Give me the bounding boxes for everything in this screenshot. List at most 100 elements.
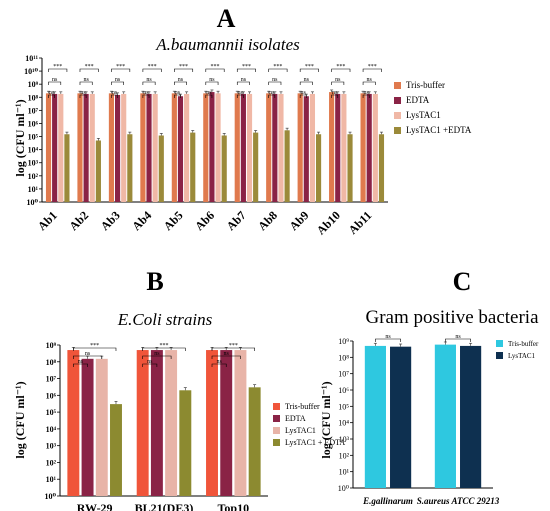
panel-a-bar: [158, 135, 164, 202]
panel-b-bar: [248, 387, 261, 496]
panel-a-sig-label: ns: [143, 90, 149, 96]
panel-a-bar: [171, 93, 177, 202]
panel-b-legend-swatch: [273, 403, 280, 410]
panel-a-bar: [83, 93, 89, 202]
panel-a-sig-bracket: [268, 81, 282, 85]
panel-a-bar: [278, 93, 284, 202]
panel-b-bar: [110, 404, 122, 496]
panel-a-bar: [152, 93, 158, 202]
panel-b-bar: [67, 350, 80, 496]
panel-a-bar: [184, 93, 190, 202]
panel-a-sig-label: ns: [83, 77, 89, 83]
panel-a-sig-label: ns: [209, 77, 215, 83]
panel-c-y-tick-label: 10⁹: [338, 337, 349, 346]
panel-a-y-tick-label: 10²: [28, 172, 39, 181]
panel-a-sig-label: ns: [272, 77, 278, 83]
panel-b-sig-label: ns: [85, 351, 91, 357]
panel-a-sig-bracket: [48, 68, 68, 72]
panel-a-category-label: Ab9: [286, 208, 311, 233]
panel-c-bar: [434, 344, 456, 488]
panel-b-bar: [136, 350, 149, 496]
panel-b-bar: [95, 358, 108, 496]
panel-a-bar: [309, 93, 316, 202]
panel-a-sig-label: ns: [301, 90, 307, 96]
panel-c-y-tick-label: 10²: [339, 451, 350, 460]
panel-a-sig-label: ***: [179, 64, 188, 70]
panel-b-y-tick-label: 10⁸: [46, 358, 57, 367]
panel-c-y-tick-label: 10⁷: [338, 370, 349, 379]
panel-a-category-label: Ab11: [346, 208, 375, 237]
panel-a-bar: [64, 134, 70, 202]
panel-a-sig-bracket: [299, 94, 307, 98]
panel-a-bar: [378, 134, 385, 202]
panel-a-sig-label: ***: [273, 64, 282, 70]
panel-a-sig-bracket: [236, 94, 244, 98]
panel-a-y-tick-label: 10⁵: [28, 133, 39, 142]
panel-b-bar: [150, 350, 163, 496]
panel-a-category-label: Ab4: [129, 208, 154, 233]
panel-a-sig-bracket: [205, 94, 213, 98]
panel-a-category-label: Ab1: [35, 208, 60, 233]
panel-c-sig-label: ns: [385, 334, 391, 340]
panel-b-sig-bracket: [73, 363, 88, 367]
panel-a-sig-bracket: [331, 94, 339, 98]
panel-a-bar: [303, 96, 309, 202]
panel-a-category-label: Ab5: [161, 208, 186, 233]
panel-a-bar: [89, 93, 95, 202]
panel-a-sig-label: ns: [80, 90, 86, 96]
panel-a-bar: [272, 93, 278, 202]
panel-a-sig-bracket: [48, 81, 62, 85]
panel-a-sig-label: ns: [146, 77, 152, 83]
panel-a-sig-bracket: [174, 68, 194, 72]
panel-a-sig-label: ***: [85, 64, 94, 70]
panel-a-sig-bracket: [174, 94, 181, 98]
panel-b-sig-label: ns: [154, 351, 160, 357]
panel-a-sig-bracket: [268, 68, 288, 72]
panel-c-y-tick-label: 10⁶: [338, 386, 349, 395]
panel-b-sig-bracket: [73, 355, 103, 359]
panel-a-bar: [209, 92, 215, 202]
panel-b-bar: [81, 358, 94, 496]
panel-a-sig-label: ns: [304, 77, 310, 83]
panel-a-sig-bracket: [236, 68, 256, 72]
panel-c-sig-label: ns: [455, 334, 461, 340]
panel-a-category-label: Ab10: [314, 208, 343, 237]
panel-a-bar: [360, 93, 366, 202]
panel-c-y-tick-label: 10¹: [339, 468, 350, 477]
panel-a-sig-label: ns: [335, 77, 341, 83]
panel-c-letter: C: [453, 267, 472, 296]
panel-c-category-label: E.gallinarum: [362, 496, 413, 506]
panel-c-sig-bracket: [375, 338, 401, 342]
panel-c-y-tick-label: 10⁸: [338, 353, 349, 362]
panel-a-sig-bracket: [111, 68, 131, 72]
panel-a-sig-label: ns: [112, 90, 118, 96]
panel-a-bar: [335, 93, 341, 202]
panel-a-sig-bracket: [299, 68, 319, 72]
panel-a-bar: [108, 93, 115, 202]
panel-a-sig-bracket: [362, 94, 370, 98]
panel-b-bar: [165, 350, 178, 496]
panel-a-bar: [127, 134, 133, 202]
panel-a-bar: [114, 94, 121, 202]
panel-a-sig-bracket: [142, 81, 156, 85]
panel-a-category-label: Ab3: [98, 208, 123, 233]
panel-b-category-label: Top10: [218, 501, 250, 511]
panel-b-sig-label: ***: [160, 343, 169, 349]
panel-a-y-tick-label: 10⁰: [26, 198, 38, 207]
panel-a-sig-bracket: [48, 94, 55, 98]
panel-a-sig-label: ns: [178, 77, 184, 83]
panel-b-y-tick-label: 10¹: [46, 475, 57, 484]
panel-a-y-tick-label: 10⁹: [28, 80, 39, 89]
panel-a-sig-label: ns: [115, 77, 121, 83]
panel-a-sig-label: ***: [242, 64, 251, 70]
panel-b-title: E.Coli strains: [117, 310, 213, 329]
panel-a-y-tick-label: 10¹⁰: [24, 67, 38, 76]
panel-a-sig-label: ***: [116, 64, 125, 70]
panel-a-y-tick-label: 10⁶: [28, 119, 39, 128]
panel-a-sig-label: ***: [368, 64, 377, 70]
panel-b-y-tick-label: 10⁷: [46, 375, 57, 384]
panel-a-bar: [266, 93, 272, 202]
panel-b-ylabel: log (CFU ml⁻¹): [13, 381, 27, 458]
panel-a-sig-label: ns: [49, 90, 55, 96]
